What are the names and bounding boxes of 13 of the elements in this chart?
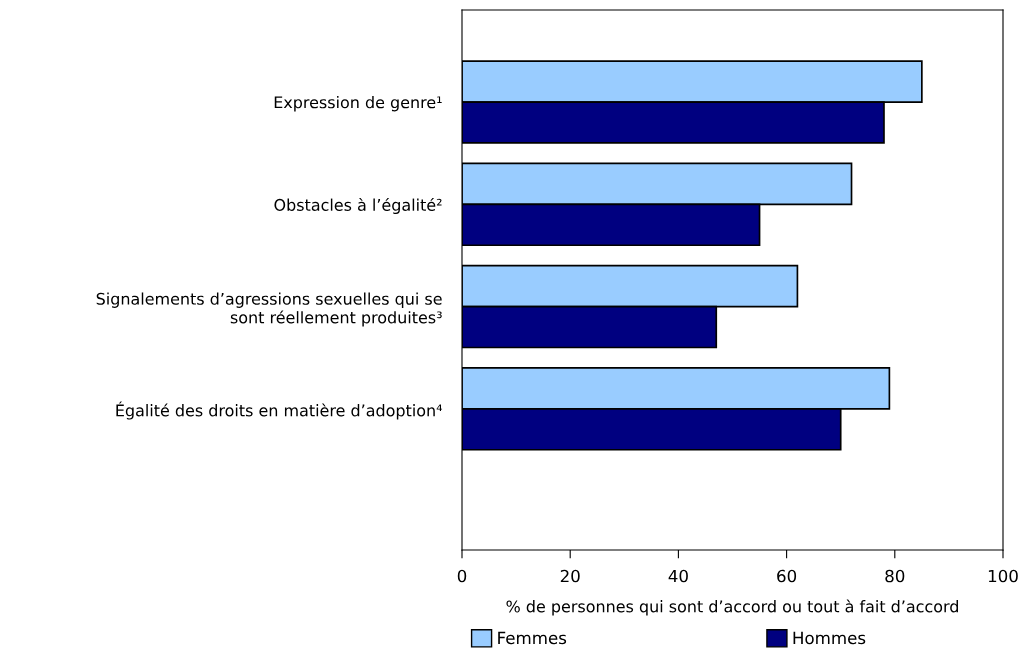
x-tick-label: 20 <box>560 569 580 583</box>
y-tick-label: Expression de genre¹ <box>274 95 442 112</box>
y-tick-label: Obstacles à l’égalité² <box>274 197 442 215</box>
x-tick-label: 60 <box>777 569 797 583</box>
y-tick-label: Égalité des droits en matière d’adoption⁴ <box>116 401 443 420</box>
x-tick-label: 80 <box>885 569 905 583</box>
legend-label: Hommes <box>793 631 866 645</box>
x-tick-label: 0 <box>457 569 467 583</box>
x-tick-label: 100 <box>988 569 1018 583</box>
y-tick-label: Signalements d’agressions sexuelles qui se sont réellement produites³ <box>96 292 442 327</box>
legend-label: Femmes <box>498 631 567 645</box>
x-axis-title: % de personnes qui sont d’accord ou tout à fait d’accord <box>506 599 958 616</box>
x-tick-label: 40 <box>668 569 688 583</box>
